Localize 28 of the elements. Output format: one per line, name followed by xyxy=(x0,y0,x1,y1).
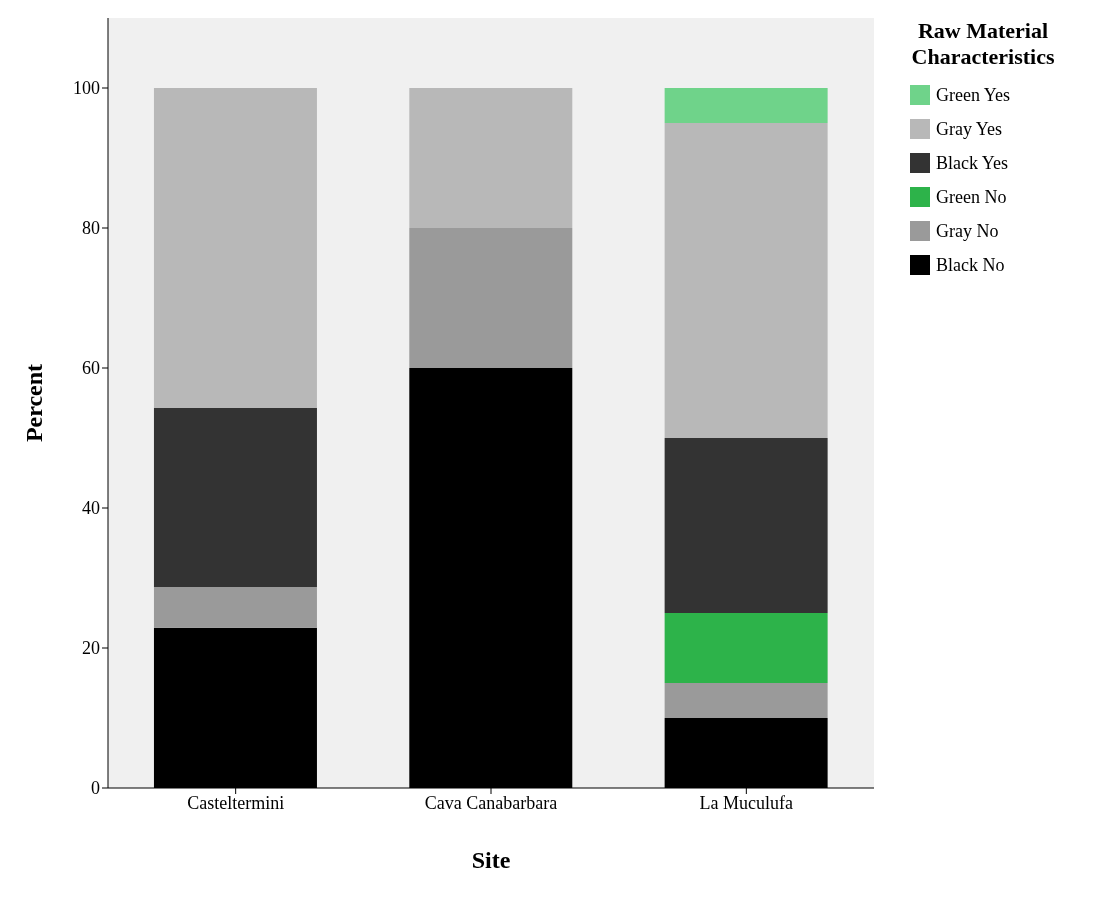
bar xyxy=(664,683,828,718)
x-axis-title: Site xyxy=(471,847,511,873)
bar xyxy=(664,123,828,438)
y-tick-label: 80 xyxy=(82,218,100,239)
y-tick-label: 100 xyxy=(73,78,100,99)
x-tick-label: Casteltermini xyxy=(187,792,285,813)
x-tick-label: Cava Canabarbara xyxy=(424,792,558,813)
bar xyxy=(153,407,317,588)
x-tick-label: La Muculufa xyxy=(699,792,794,813)
bar xyxy=(664,88,828,123)
y-tick-label: 40 xyxy=(82,498,100,519)
y-axis-title: Percent xyxy=(20,363,47,443)
y-tick-label: 0 xyxy=(91,778,100,799)
bar xyxy=(153,88,317,408)
legend-label: Green Yes xyxy=(936,84,1010,106)
y-tick-label: 60 xyxy=(82,358,100,379)
bar xyxy=(409,88,573,228)
legend-label: Black Yes xyxy=(936,152,1009,174)
legend-label: Gray Yes xyxy=(936,118,1003,140)
y-tick-label: 20 xyxy=(82,638,100,659)
bar xyxy=(409,228,573,368)
legend-label: Gray No xyxy=(936,220,999,242)
legend-label: Black No xyxy=(936,254,1005,276)
bar xyxy=(664,613,828,683)
legend-title: Raw Material Characteristics xyxy=(910,18,1056,70)
legend-label: Green No xyxy=(936,186,1007,208)
bar xyxy=(153,587,317,628)
bar xyxy=(664,438,828,613)
